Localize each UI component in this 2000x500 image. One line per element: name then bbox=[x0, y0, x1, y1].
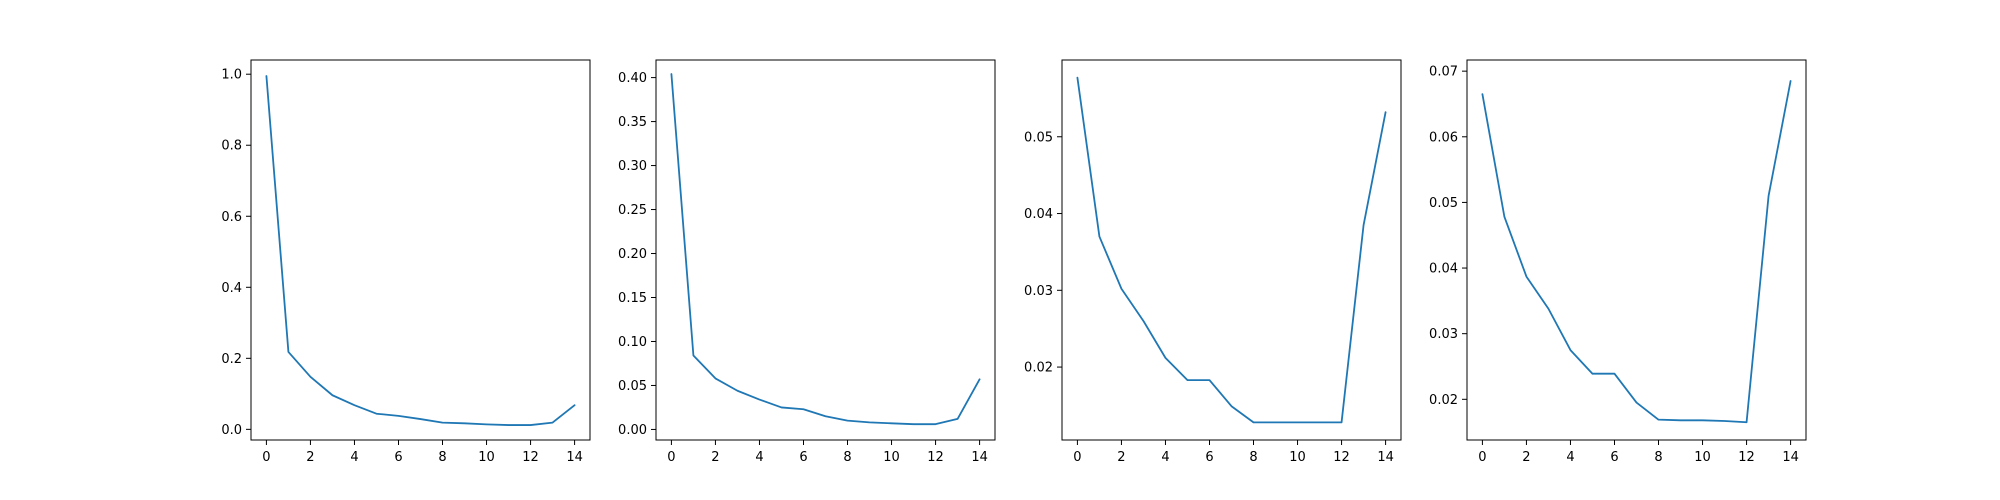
y-tick-label: 0.8 bbox=[221, 139, 242, 154]
x-tick-label: 4 bbox=[1161, 450, 1169, 465]
y-tick-label: 0.07 bbox=[1429, 65, 1458, 80]
x-tick-label: 12 bbox=[1333, 450, 1350, 465]
subplot-1: 0 2 4 6 8 10 12 14 0.0 0.2 0.4 0.6 0.8 1.0 bbox=[221, 59, 591, 465]
x-tick-label: 6 bbox=[394, 450, 402, 465]
y-tick-label: 0.25 bbox=[618, 203, 647, 218]
x-tick-label: 2 bbox=[711, 450, 719, 465]
y-tick-label: 0.4 bbox=[221, 281, 242, 296]
y-tick-label: 0.0 bbox=[221, 423, 242, 438]
axes-frame bbox=[1061, 59, 1402, 441]
x-tick-label: 10 bbox=[883, 450, 900, 465]
y-tick-label: 0.2 bbox=[221, 352, 242, 367]
x-tick-label: 14 bbox=[971, 450, 988, 465]
series-line bbox=[265, 75, 576, 426]
y-tick-label: 0.02 bbox=[1429, 393, 1458, 408]
x-tick-label: 0 bbox=[1478, 450, 1486, 465]
y-tick-label: 0.05 bbox=[1024, 130, 1053, 145]
x-tick-label: 4 bbox=[755, 450, 763, 465]
y-tick-label: 0.03 bbox=[1429, 327, 1458, 342]
x-tick-label: 4 bbox=[350, 450, 358, 465]
x-tick-label: 2 bbox=[1117, 450, 1125, 465]
x-tick-label: 14 bbox=[566, 450, 583, 465]
x-tick-label: 12 bbox=[1738, 450, 1755, 465]
axes-frame bbox=[655, 59, 996, 441]
y-tick-label: 0.40 bbox=[618, 71, 647, 86]
y-tick-label: 0.02 bbox=[1024, 361, 1053, 376]
x-tick-label: 8 bbox=[1249, 450, 1257, 465]
x-tick-label: 0 bbox=[262, 450, 270, 465]
y-tick-label: 0.00 bbox=[618, 423, 647, 438]
x-tick-label: 8 bbox=[1654, 450, 1662, 465]
x-tick-label: 10 bbox=[1289, 450, 1306, 465]
x-tick-label: 8 bbox=[438, 450, 446, 465]
x-tick-label: 10 bbox=[1694, 450, 1711, 465]
y-tick-label: 0.03 bbox=[1024, 284, 1053, 299]
x-tick-label: 6 bbox=[799, 450, 807, 465]
x-tick-label: 8 bbox=[843, 450, 851, 465]
y-tick-label: 0.05 bbox=[618, 379, 647, 394]
y-tick-label: 0.04 bbox=[1429, 262, 1458, 277]
x-tick-label: 2 bbox=[1522, 450, 1530, 465]
y-tick-label: 0.10 bbox=[618, 335, 647, 350]
x-tick-label: 0 bbox=[1073, 450, 1081, 465]
series-line bbox=[670, 73, 981, 426]
x-tick-label: 4 bbox=[1566, 450, 1574, 465]
series-line bbox=[1076, 76, 1387, 424]
axes-frame bbox=[1466, 59, 1807, 441]
y-tick-label: 0.6 bbox=[221, 210, 242, 225]
x-tick-label: 12 bbox=[522, 450, 539, 465]
y-tick-label: 0.20 bbox=[618, 247, 647, 262]
y-tick-label: 0.04 bbox=[1024, 207, 1053, 222]
series-line bbox=[1481, 80, 1792, 424]
subplot-3: 0 2 4 6 8 10 12 14 0.02 0.03 0.04 0.05 bbox=[1024, 59, 1402, 465]
axes-frame bbox=[250, 59, 591, 441]
x-tick-label: 14 bbox=[1377, 450, 1394, 465]
x-tick-label: 6 bbox=[1610, 450, 1618, 465]
subplot-2: 0 2 4 6 8 10 12 14 0.00 0.05 0.10 0.15 0.20 0.25 0.30 0… bbox=[618, 59, 996, 465]
y-tick-label: 0.35 bbox=[618, 115, 647, 130]
y-tick-label: 0.30 bbox=[618, 159, 647, 174]
x-tick-label: 6 bbox=[1205, 450, 1213, 465]
x-tick-label: 12 bbox=[927, 450, 944, 465]
y-tick-label: 0.15 bbox=[618, 291, 647, 306]
x-tick-label: 14 bbox=[1782, 450, 1799, 465]
subplot-4: 0 2 4 6 8 10 12 14 0.02 0.03 0.04 0.05 0.06 0.07 bbox=[1429, 59, 1807, 465]
y-tick-label: 0.05 bbox=[1429, 196, 1458, 211]
y-tick-label: 1.0 bbox=[221, 68, 242, 83]
y-tick-label: 0.06 bbox=[1429, 130, 1458, 145]
x-tick-label: 10 bbox=[478, 450, 495, 465]
x-tick-label: 0 bbox=[667, 450, 675, 465]
x-tick-label: 2 bbox=[306, 450, 314, 465]
